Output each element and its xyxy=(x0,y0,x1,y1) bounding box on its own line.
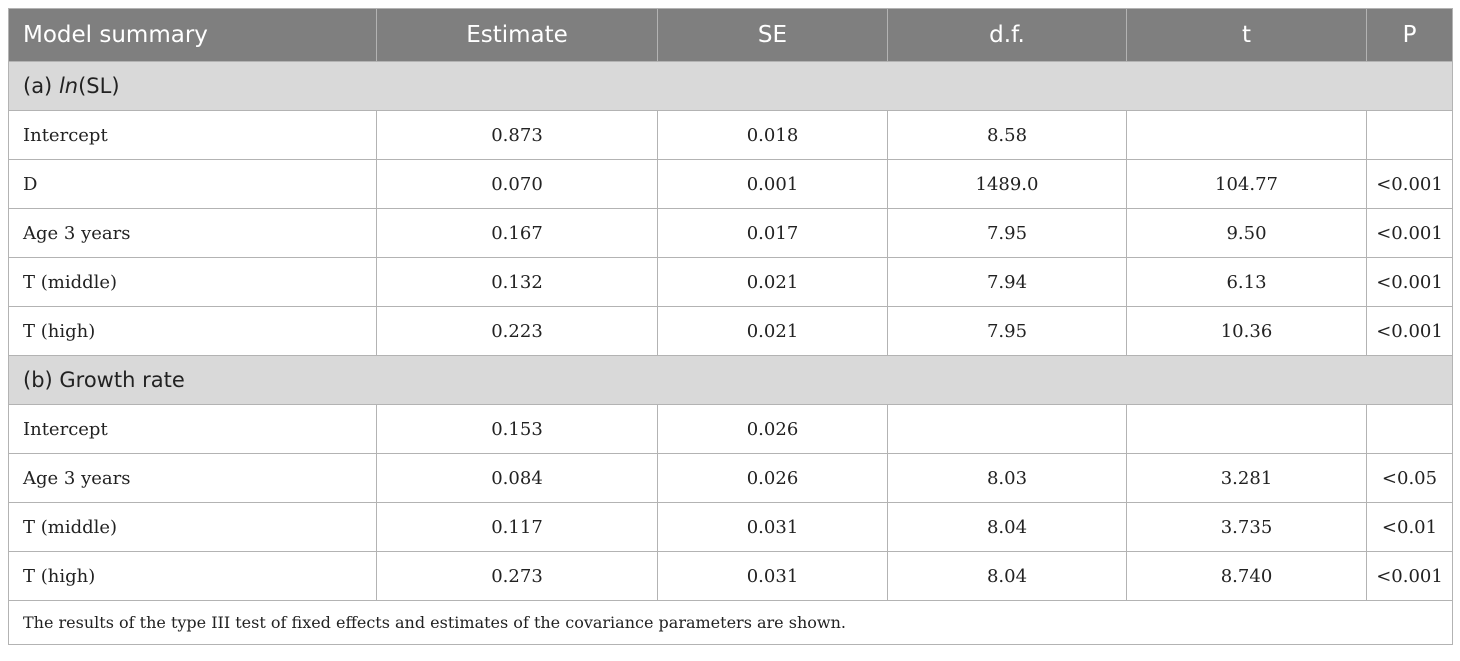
cell-t xyxy=(1126,110,1367,160)
cell-t: 104.77 xyxy=(1126,159,1367,209)
cell-se: 0.021 xyxy=(657,257,888,307)
header-se: SE xyxy=(657,8,888,62)
cell-p xyxy=(1366,110,1453,160)
section-row-b: (b) Growth rate xyxy=(8,355,1453,405)
header-model-summary: Model summary xyxy=(8,8,377,62)
cell-df: 8.03 xyxy=(887,453,1127,503)
table-footnote: The results of the type III test of fixe… xyxy=(8,600,1453,645)
cell-estimate: 0.273 xyxy=(376,551,658,601)
section-title-b: (b) Growth rate xyxy=(8,355,1453,405)
cell-t: 9.50 xyxy=(1126,208,1367,258)
cell-p: <0.01 xyxy=(1366,502,1453,552)
row-label: T (middle) xyxy=(8,502,377,552)
cell-t: 3.735 xyxy=(1126,502,1367,552)
row-label: D xyxy=(8,159,377,209)
cell-p: <0.001 xyxy=(1366,551,1453,601)
row-label: Intercept xyxy=(8,404,377,454)
table-row: D 0.070 0.001 1489.0 104.77 <0.001 xyxy=(8,159,1453,209)
cell-se: 0.026 xyxy=(657,453,888,503)
cell-t: 6.13 xyxy=(1126,257,1367,307)
cell-se: 0.026 xyxy=(657,404,888,454)
cell-p xyxy=(1366,404,1453,454)
cell-estimate: 0.223 xyxy=(376,306,658,356)
row-label: Age 3 years xyxy=(8,453,377,503)
cell-t: 10.36 xyxy=(1126,306,1367,356)
header-row: Model summary Estimate SE d.f. t P xyxy=(8,8,1453,62)
header-estimate: Estimate xyxy=(376,8,658,62)
cell-t: 8.740 xyxy=(1126,551,1367,601)
cell-p: <0.05 xyxy=(1366,453,1453,503)
cell-df: 8.58 xyxy=(887,110,1127,160)
cell-df: 7.95 xyxy=(887,208,1127,258)
header-t: t xyxy=(1126,8,1367,62)
cell-se: 0.001 xyxy=(657,159,888,209)
cell-estimate: 0.167 xyxy=(376,208,658,258)
table-row: T (high) 0.223 0.021 7.95 10.36 <0.001 xyxy=(8,306,1453,356)
cell-p: <0.001 xyxy=(1366,159,1453,209)
table-row: T (middle) 0.117 0.031 8.04 3.735 <0.01 xyxy=(8,502,1453,552)
row-label: Age 3 years xyxy=(8,208,377,258)
cell-estimate: 0.117 xyxy=(376,502,658,552)
row-label: T (high) xyxy=(8,551,377,601)
cell-se: 0.031 xyxy=(657,551,888,601)
row-label: Intercept xyxy=(8,110,377,160)
cell-p: <0.001 xyxy=(1366,257,1453,307)
cell-se: 0.017 xyxy=(657,208,888,258)
table-row: Age 3 years 0.167 0.017 7.95 9.50 <0.001 xyxy=(8,208,1453,258)
model-summary-table: Model summary Estimate SE d.f. t P (a) l… xyxy=(8,8,1453,645)
cell-df: 7.95 xyxy=(887,306,1127,356)
table-row: T (high) 0.273 0.031 8.04 8.740 <0.001 xyxy=(8,551,1453,601)
header-p: P xyxy=(1366,8,1453,62)
cell-df: 8.04 xyxy=(887,551,1127,601)
cell-estimate: 0.070 xyxy=(376,159,658,209)
header-df: d.f. xyxy=(887,8,1127,62)
cell-p: <0.001 xyxy=(1366,306,1453,356)
cell-estimate: 0.132 xyxy=(376,257,658,307)
cell-estimate: 0.153 xyxy=(376,404,658,454)
cell-p: <0.001 xyxy=(1366,208,1453,258)
cell-se: 0.031 xyxy=(657,502,888,552)
section-title-a: (a) ln(SL) xyxy=(8,61,1453,111)
cell-estimate: 0.084 xyxy=(376,453,658,503)
cell-estimate: 0.873 xyxy=(376,110,658,160)
cell-t: 3.281 xyxy=(1126,453,1367,503)
cell-se: 0.018 xyxy=(657,110,888,160)
table-row: Intercept 0.873 0.018 8.58 xyxy=(8,110,1453,160)
section-row-a: (a) ln(SL) xyxy=(8,61,1453,111)
table-row: Age 3 years 0.084 0.026 8.03 3.281 <0.05 xyxy=(8,453,1453,503)
cell-df: 8.04 xyxy=(887,502,1127,552)
cell-se: 0.021 xyxy=(657,306,888,356)
table-row: T (middle) 0.132 0.021 7.94 6.13 <0.001 xyxy=(8,257,1453,307)
cell-df xyxy=(887,404,1127,454)
cell-df: 7.94 xyxy=(887,257,1127,307)
row-label: T (high) xyxy=(8,306,377,356)
cell-df: 1489.0 xyxy=(887,159,1127,209)
table-row: Intercept 0.153 0.026 xyxy=(8,404,1453,454)
cell-t xyxy=(1126,404,1367,454)
row-label: T (middle) xyxy=(8,257,377,307)
footnote-row: The results of the type III test of fixe… xyxy=(8,600,1453,645)
